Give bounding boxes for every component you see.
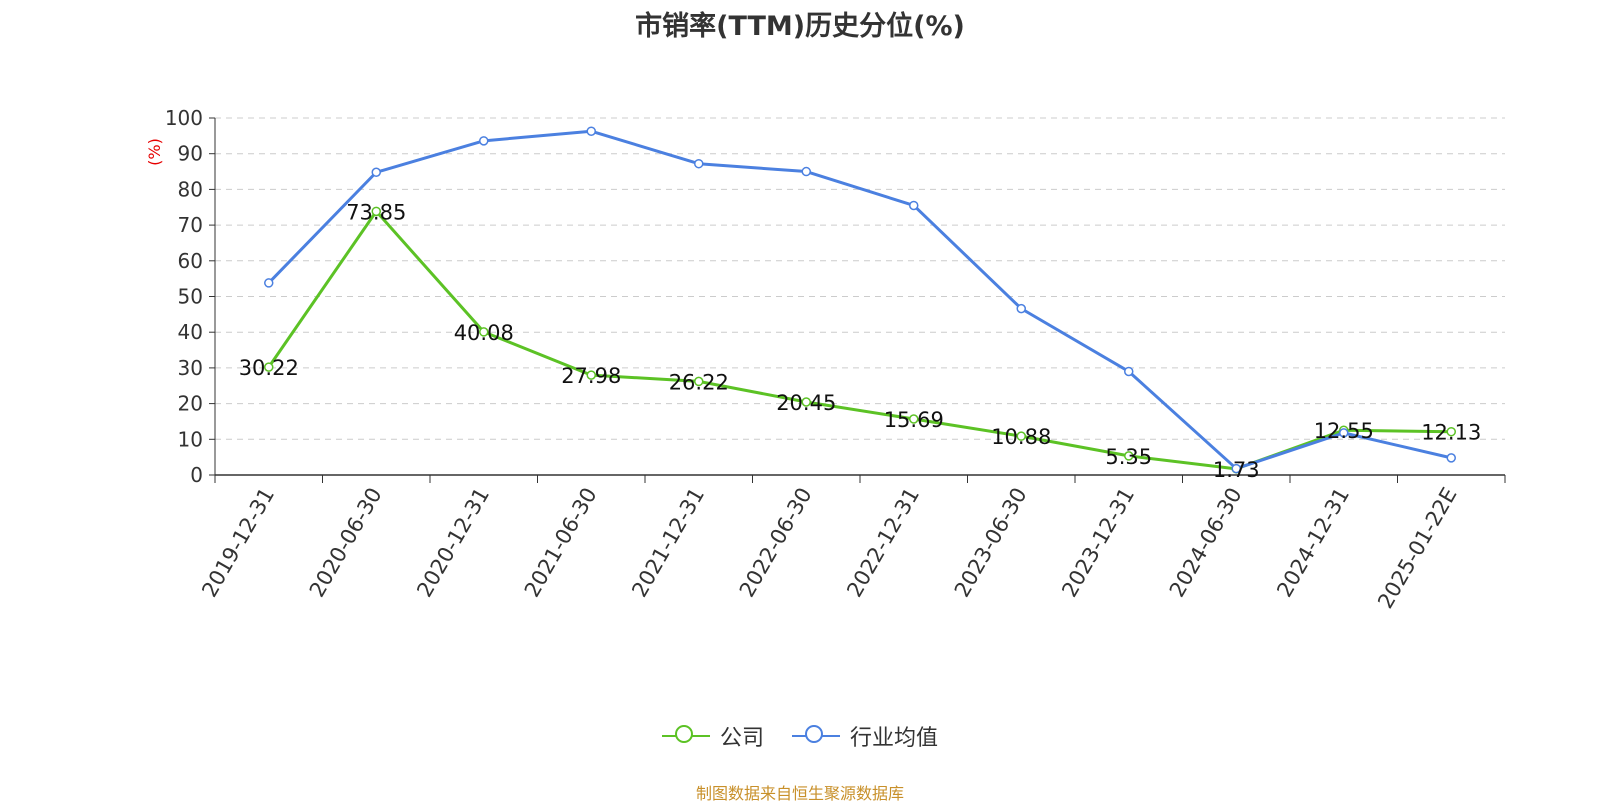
data-point [1446,453,1456,463]
data-label: 12.13 [1421,421,1481,445]
y-tick-label: 80 [178,177,203,201]
x-tick-label: 2019-12-31 [197,484,279,602]
data-point [1124,451,1134,461]
legend-label: 公司 [719,726,764,751]
y-tick-label: 90 [178,142,203,166]
legend-line-circle-icon [661,724,710,748]
axes: 0 10 20 30 40 50 60 70 80 90 100(%) 2019-12-31 2020-… [145,106,1506,613]
data-label: 73.85 [346,200,406,224]
legend-line-circle-icon [792,724,840,748]
x-tick-label: 2023-12-31 [1057,484,1139,602]
y-axis-title: (%) [145,138,164,166]
data-point [909,200,919,211]
legend-item-company[interactable]: 公司 [661,720,764,752]
x-tick-label: 2021-06-30 [520,484,602,602]
data-point [1231,463,1241,474]
data-point [586,370,596,380]
data-point [801,397,811,407]
y-tick-label: 40 [178,320,203,344]
data-point [1016,303,1026,314]
legend-item-industry-average[interactable]: 行业均值 [792,720,938,752]
legend: 公司 行业均值 [0,720,1600,752]
x-tick-label: 2022-06-30 [735,484,817,602]
data-point [586,126,596,136]
legend-label: 行业均值 [850,726,939,751]
data-labels: 30.22 73.85 40.08 27.98 26.22 20.45 15.69 10.88… [239,200,1482,481]
x-tick-label: 2024-06-30 [1165,484,1247,602]
y-tick-label: 30 [178,356,203,380]
series-line-0 [267,209,1452,471]
grid-lines [215,117,1505,440]
data-point [1339,428,1349,438]
y-tick-label: 100 [165,106,203,130]
data-point [264,362,274,372]
y-tick-label: 60 [178,249,203,273]
source-note: 制图数据来自恒生聚源数据库 [695,784,904,803]
data-label: 5.35 [1105,445,1152,469]
x-tick-label: 2020-12-31 [412,484,494,602]
y-tick-label: 70 [178,213,203,237]
data-label: 10.88 [991,425,1051,449]
data-point [371,206,381,217]
y-tick-label: 50 [178,285,203,309]
x-tick-label: 2021-12-31 [627,484,709,602]
x-tick-label: 2020-06-30 [305,484,387,602]
x-tick-label: 2025-01-22E [1373,484,1461,613]
data-label: 12.55 [1314,419,1374,443]
data-label: 26.22 [669,370,729,394]
series [264,126,1456,474]
data-point [1446,426,1456,437]
data-point [479,327,489,337]
data-point [801,166,811,177]
data-point [371,167,381,178]
x-tick-label: 2024-12-31 [1272,484,1354,602]
data-label: 30.22 [239,356,299,380]
y-tick-label: 10 [178,427,203,451]
y-tick-label: 20 [178,392,203,416]
y-tick-label: 0 [190,463,203,487]
data-point [694,376,704,387]
series-line-1 [267,129,1452,471]
x-tick-label: 2023-06-30 [950,484,1032,602]
data-label: 20.45 [776,391,836,415]
data-point [1016,431,1026,441]
x-tick-label: 2022-12-31 [842,484,924,602]
data-point [1124,366,1134,377]
data-point [694,158,704,169]
data-label: 1.73 [1213,458,1260,482]
data-label: 15.69 [884,408,944,432]
data-label: 40.08 [454,321,514,345]
data-point [909,414,919,424]
data-point [479,136,489,146]
chart-title: 市销率(TTM)历史分位(%) [635,11,965,42]
data-point [264,278,274,288]
data-label: 27.98 [561,364,621,388]
